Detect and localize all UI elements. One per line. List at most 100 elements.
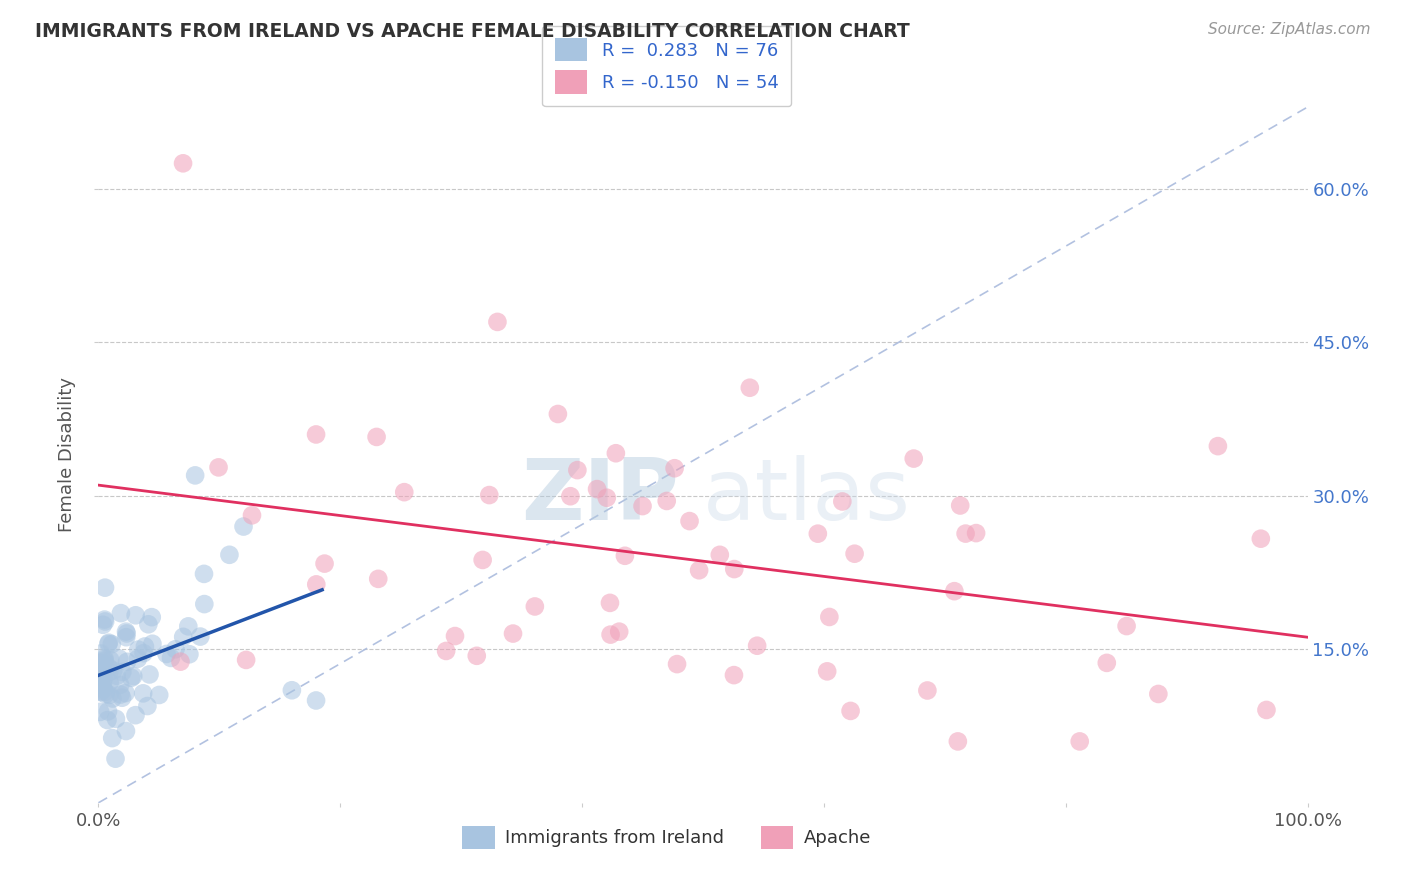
Point [193,566,215,581]
Point [97,661,120,675]
Point [560,489,582,503]
Point [124,608,146,623]
Point [97,637,120,651]
Point [949,499,972,513]
Point [631,499,654,513]
Point [94,581,117,595]
Point [91,656,114,670]
Point [132,646,155,660]
Point [94,684,117,698]
Point [111,665,134,679]
Point [1069,734,1091,748]
Point [122,669,145,683]
Point [179,647,201,661]
Text: Source: ZipAtlas.com: Source: ZipAtlas.com [1208,22,1371,37]
Point [177,619,200,633]
Point [471,553,494,567]
Point [815,665,838,679]
Point [90,665,112,679]
Point [89,664,111,678]
Point [839,704,862,718]
Point [314,557,336,571]
Point [188,630,211,644]
Point [232,519,254,533]
Point [115,626,138,640]
Point [605,446,627,460]
Point [444,629,467,643]
Point [101,731,124,745]
Point [138,617,160,632]
Point [93,682,115,697]
Point [1206,439,1229,453]
Point [955,526,977,541]
Point [586,482,609,496]
Point [94,687,117,701]
Point [946,734,969,748]
Point [89,684,111,698]
Point [104,712,127,726]
Point [108,651,131,665]
Point [111,690,134,705]
Point [965,526,987,541]
Point [465,648,488,663]
Point [366,430,388,444]
Point [1147,687,1170,701]
Point [115,624,138,639]
Point [104,752,127,766]
Point [184,468,207,483]
Point [193,597,215,611]
Point [394,485,416,500]
Point [127,652,149,666]
Point [160,651,183,665]
Point [93,672,115,686]
Point [115,724,138,739]
Point [305,427,328,442]
Point [97,705,120,719]
Point [97,636,120,650]
Point [434,644,457,658]
Point [613,549,636,563]
Point [747,639,769,653]
Point [93,653,115,667]
Point [169,655,191,669]
Point [943,584,966,599]
Legend: Immigrants from Ireland, Apache: Immigrants from Ireland, Apache [456,819,879,856]
Point [136,699,159,714]
Point [110,606,132,620]
Point [596,491,619,505]
Point [281,683,304,698]
Point [1115,619,1137,633]
Point [305,693,328,707]
Point [688,563,710,577]
Point [89,669,111,683]
Point [1256,703,1278,717]
Point [305,577,328,591]
Point [523,599,546,614]
Point [664,461,686,475]
Point [240,508,263,523]
Point [120,671,142,685]
Point [917,683,939,698]
Point [132,686,155,700]
Point [655,494,678,508]
Point [89,685,111,699]
Point [94,615,117,629]
Point [478,488,501,502]
Point [93,651,115,665]
Point [807,526,830,541]
Point [155,647,177,661]
Point [172,630,194,644]
Point [105,669,128,683]
Point [98,665,121,679]
Point [903,451,925,466]
Point [1095,656,1118,670]
Point [172,156,194,170]
Point [89,667,111,681]
Point [502,626,524,640]
Point [91,617,114,632]
Point [115,655,138,669]
Point [831,494,853,508]
Point [89,673,111,688]
Point [723,668,745,682]
Point [723,562,745,576]
